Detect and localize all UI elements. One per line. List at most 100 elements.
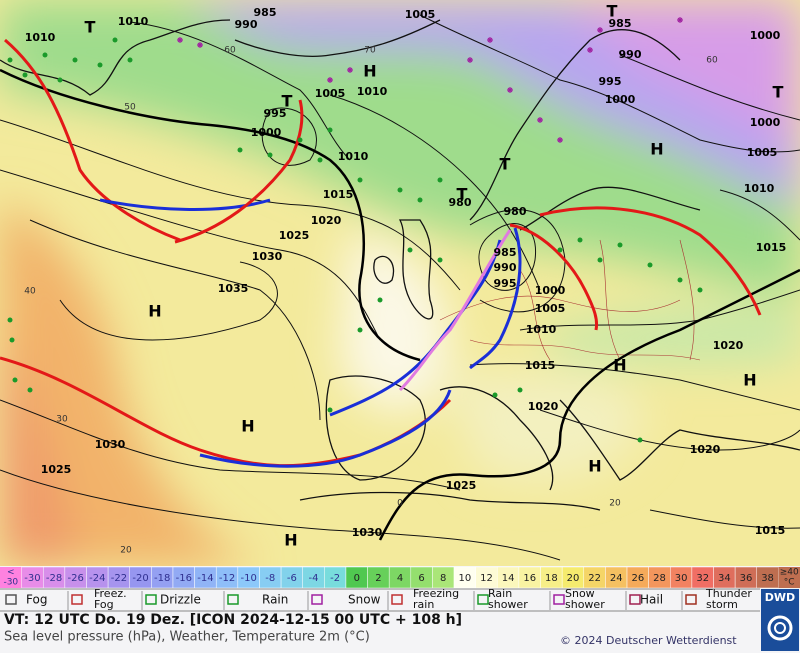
- pressure-label: 985: [494, 246, 517, 259]
- isotherm-label: 60: [706, 56, 718, 66]
- snow-symbol: [347, 67, 353, 73]
- pressure-label: 995: [264, 107, 287, 120]
- legend-label: Freez.: [94, 587, 127, 600]
- legend-icon: [227, 594, 239, 605]
- pressure-center: H: [148, 302, 161, 321]
- scale-label: -28: [46, 573, 62, 584]
- rain-symbol: [57, 77, 63, 83]
- pressure-label: 1010: [744, 182, 775, 195]
- rain-symbol: [112, 37, 118, 43]
- legend-label: Freezing: [413, 587, 459, 600]
- isotherm-label: 50: [124, 103, 136, 113]
- legend-icon: [629, 594, 641, 605]
- rain-symbol: [677, 277, 683, 283]
- legend-icon: [145, 594, 157, 605]
- isotherm-label: 70: [364, 46, 376, 56]
- pressure-label: 995: [599, 75, 622, 88]
- legend: Fog Freez.Fog Drizzle Rain Snow FreezingrainR…: [5, 587, 752, 611]
- scale-label: 20: [567, 573, 580, 584]
- scale-label: 16: [523, 573, 536, 584]
- rain-symbol: [597, 257, 603, 263]
- isotherm-label: 30: [56, 415, 68, 425]
- legend-label: Hail: [640, 593, 663, 607]
- isotherm-label: 60: [224, 46, 236, 56]
- scale-label: 28: [653, 573, 666, 584]
- legend-label: Fog: [26, 593, 47, 607]
- scale-label: 36: [740, 573, 753, 584]
- isotherm-label: 0: [397, 499, 403, 509]
- pressure-center: T: [282, 92, 293, 111]
- pressure-label: 985: [254, 6, 277, 19]
- scale-end-label: ≥40: [780, 568, 799, 578]
- isotherm-label: 20: [120, 546, 132, 556]
- scale-label: -4: [309, 573, 319, 584]
- scale-label: -14: [197, 573, 213, 584]
- rain-symbol: [357, 327, 363, 333]
- rain-symbol: [407, 247, 413, 253]
- scale-label: -12: [219, 573, 235, 584]
- rain-symbol: [27, 387, 33, 393]
- scale-label: -16: [176, 573, 192, 584]
- scale-label: 6: [418, 573, 424, 584]
- scale-label: 22: [588, 573, 601, 584]
- pressure-label: 1025: [41, 463, 72, 476]
- snow-symbol: [677, 17, 683, 23]
- pressure-center: T: [773, 83, 784, 102]
- legend-icon: [477, 594, 489, 605]
- pressure-center: H: [363, 62, 376, 81]
- pressure-label: 1005: [747, 146, 778, 159]
- rain-symbol: [297, 137, 303, 143]
- pressure-center: H: [650, 140, 663, 159]
- pressure-label: 1030: [252, 250, 283, 263]
- legend-label: storm: [706, 598, 738, 611]
- scale-label: -24: [89, 573, 105, 584]
- pressure-label: 1020: [690, 443, 721, 456]
- pressure-label: 995: [494, 277, 517, 290]
- coastlines: [0, 19, 800, 511]
- rain-symbol: [237, 147, 243, 153]
- pressure-label: 1005: [535, 302, 566, 315]
- rain-symbol: [637, 437, 643, 443]
- snow-symbol: [487, 37, 493, 43]
- scale-label: 32: [696, 573, 709, 584]
- rain-symbol: [127, 57, 133, 63]
- pressure-label: 1015: [525, 359, 556, 372]
- scale-end-label: °C: [784, 578, 795, 588]
- pressure-label: 1005: [405, 8, 436, 21]
- rain-symbol: [557, 247, 563, 253]
- pressure-center: T: [607, 2, 618, 21]
- pressure-label: 1030: [95, 438, 126, 451]
- snow-symbol: [537, 117, 543, 123]
- scale-label: -26: [68, 573, 84, 584]
- scale-label: 26: [631, 573, 644, 584]
- pressure-label: 1000: [605, 93, 636, 106]
- temperature-scale: <-30 -30 -28 -26 -24 -22 -20 -18 -16 -14 -12 -10 -8-…: [0, 566, 800, 589]
- scale-cell: [778, 567, 800, 588]
- pressure-label: 1015: [755, 524, 786, 537]
- rain-symbol: [647, 262, 653, 268]
- scale-label: 30: [675, 573, 688, 584]
- pressure-label: 1035: [218, 282, 249, 295]
- scale-label: 38: [761, 573, 774, 584]
- legend-label: Fog: [94, 598, 114, 611]
- scale-label: 2: [375, 573, 381, 584]
- legend-label: shower: [488, 598, 528, 611]
- rain-symbol: [7, 317, 13, 323]
- pressure-label: 1005: [315, 87, 346, 100]
- rain-symbol: [267, 152, 273, 158]
- rain-symbol: [377, 297, 383, 303]
- pressure-label: 1025: [279, 229, 310, 242]
- rain-symbol: [72, 57, 78, 63]
- pressure-label: 1025: [446, 479, 477, 492]
- scale-label: -8: [265, 573, 275, 584]
- pressure-center: H: [241, 417, 254, 436]
- pressure-label: 1000: [535, 284, 566, 297]
- weather-symbols: [7, 17, 703, 443]
- pressure-label: 990: [619, 48, 642, 61]
- rain-symbol: [97, 62, 103, 68]
- pressure-label: 1030: [352, 526, 383, 539]
- scale-label: 10: [458, 573, 471, 584]
